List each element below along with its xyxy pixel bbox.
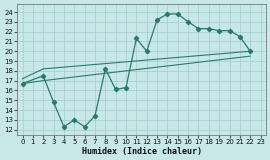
X-axis label: Humidex (Indice chaleur): Humidex (Indice chaleur): [82, 147, 201, 156]
